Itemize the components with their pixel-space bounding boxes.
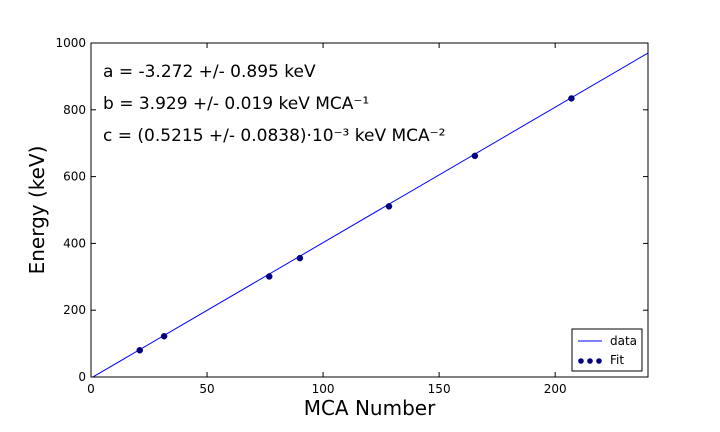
annotations: a = -3.272 +/- 0.895 keV b = 3.929 +/- 0.… [103, 62, 445, 146]
data-point-fit-0 [136, 347, 143, 354]
data-point-fit-5 [471, 152, 479, 160]
legend-label-fit: Fit [610, 353, 624, 367]
plot-area [91, 52, 648, 377]
legend-swatch-fit [578, 358, 584, 364]
y-tick-label: 0 [78, 370, 86, 384]
legend-swatch-fit [596, 358, 602, 364]
legend-box [571, 328, 643, 372]
x-tick-label: 200 [544, 382, 567, 396]
fit-parameter-b: b = 3.929 +/- 0.019 keV MCA⁻¹ [103, 94, 369, 114]
fit-parameter-a: a = -3.272 +/- 0.895 keV [103, 62, 316, 82]
legend: data Fit [571, 328, 643, 372]
x-axis-title: MCA Number [304, 396, 436, 420]
y-tick-label: 1000 [55, 36, 86, 50]
data-point-fit-2 [265, 273, 273, 280]
x-tick-label: 50 [199, 382, 214, 396]
data-point-fit-1 [160, 333, 168, 340]
y-tick-label: 800 [63, 103, 86, 117]
x-tick-label: 0 [87, 382, 95, 396]
y-tick-label: 600 [63, 170, 86, 184]
data-point-fit-4 [385, 203, 393, 210]
series-line-data [91, 52, 648, 377]
y-tick-label: 400 [63, 236, 86, 250]
legend-label-data: data [610, 334, 637, 348]
fit-parameter-c: c = (0.5215 +/- 0.0838)·10⁻³ keV MCA⁻² [103, 126, 445, 146]
axes-frame [90, 42, 649, 378]
data-point-fit-3 [296, 254, 304, 262]
x-tick-label: 100 [312, 382, 335, 396]
y-tick-label: 200 [63, 303, 86, 317]
y-axis-title: Energy (keV) [25, 146, 49, 275]
axes: 0 50 100 150 200 0 200 400 600 800 1000 MCA Number E… [25, 36, 649, 420]
x-tick-label: 150 [428, 382, 451, 396]
data-point-fit-6 [568, 95, 575, 102]
legend-swatch-fit [587, 358, 593, 364]
